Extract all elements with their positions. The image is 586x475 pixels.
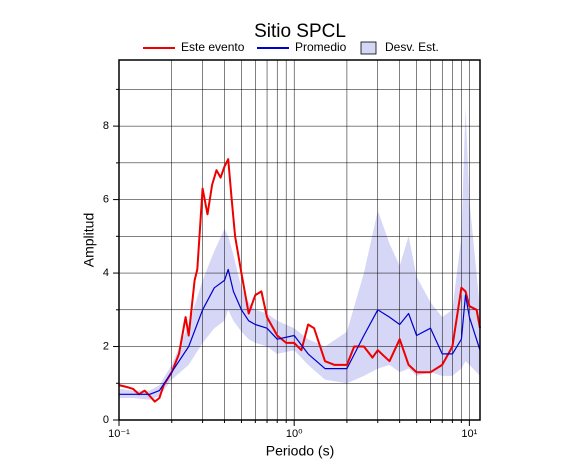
legend-label: Desv. Est. — [385, 40, 439, 54]
x-axis-label: Periodo (s) — [266, 443, 334, 459]
x-tick-label: 10¹ — [461, 428, 477, 440]
y-tick-label: 8 — [103, 120, 109, 132]
band-layer — [119, 107, 480, 400]
line-layer — [118, 158, 481, 403]
grid-layer — [113, 60, 480, 426]
legend-label: Promedio — [295, 40, 347, 54]
legend: Este evento Promedio Desv. Est. — [143, 40, 439, 55]
plot-frame — [118, 59, 481, 421]
y-tick-label: 2 — [103, 340, 109, 352]
legend-label: Este evento — [181, 40, 245, 54]
std-band — [119, 107, 480, 400]
x-tick-label: 10⁰ — [286, 428, 303, 440]
y-tick-label: 4 — [103, 267, 109, 279]
y-axis-label: Amplitud — [81, 213, 97, 267]
y-tick-label: 0 — [103, 414, 109, 426]
legend-swatch — [360, 41, 377, 55]
series-line — [119, 268, 481, 395]
y-tick-label: 6 — [103, 193, 109, 205]
x-tick-label: 10⁻¹ — [108, 428, 130, 440]
chart-title: Sitio SPCL — [254, 21, 346, 42]
